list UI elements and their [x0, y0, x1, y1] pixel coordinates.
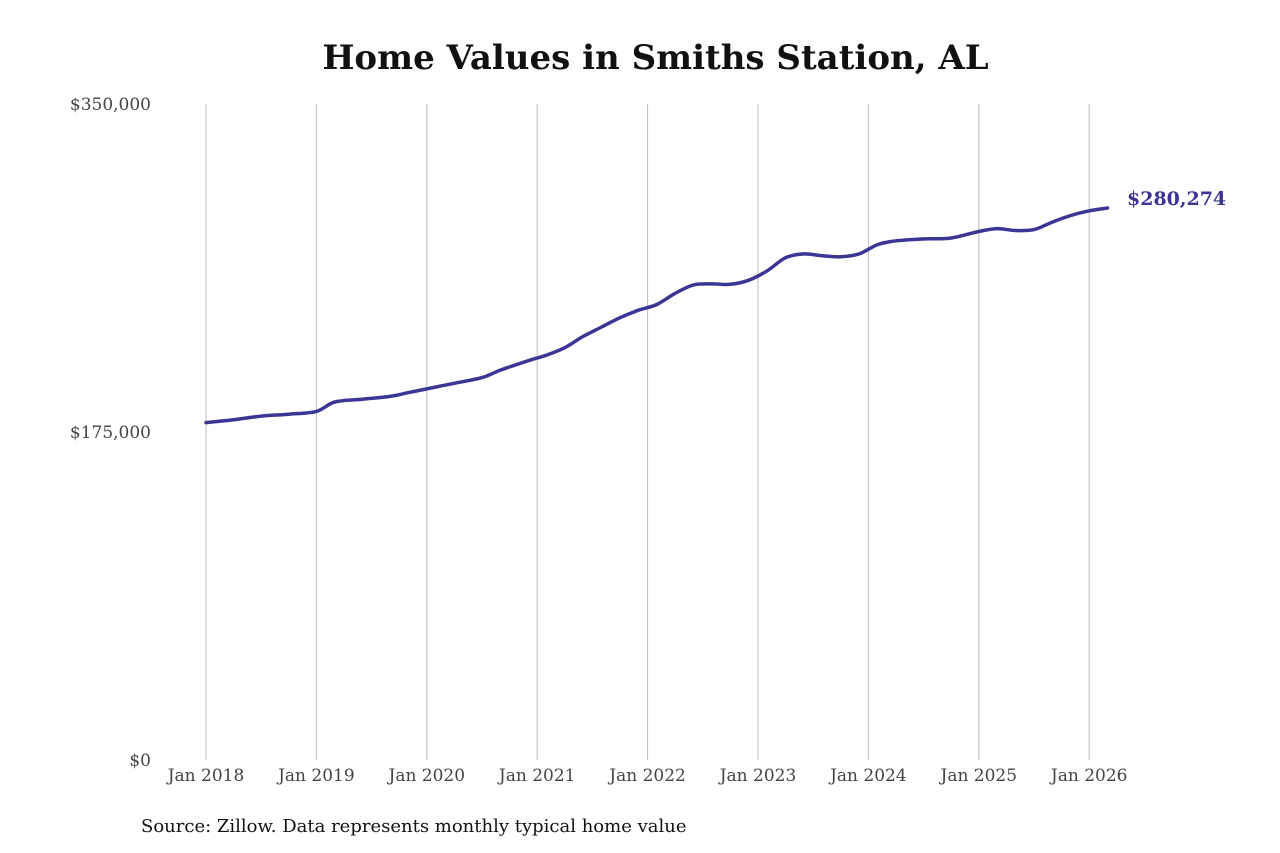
y-tick-label: $350,000 — [70, 95, 151, 115]
source-note: Source: Zillow. Data represents monthly … — [141, 816, 687, 837]
x-tick-label: Jan 2021 — [497, 766, 576, 786]
home-value-line — [204, 206, 1110, 425]
y-tick-label: $0 — [129, 751, 151, 771]
series-layer: $280,274 — [204, 188, 1226, 425]
gridlines — [205, 104, 1090, 760]
x-axis-ticks: Jan 2018 Jan 2019 Jan 2020 Jan 2021 Jan 2022… — [166, 766, 1128, 786]
x-tick-label: Jan 2023 — [718, 766, 797, 786]
chart-title: Home Values in Smiths Station, AL — [322, 38, 989, 78]
x-tick-label: Jan 2019 — [276, 766, 355, 786]
x-tick-label: Jan 2020 — [387, 766, 466, 786]
x-tick-label: Jan 2022 — [607, 766, 686, 786]
x-tick-label: Jan 2018 — [166, 766, 245, 786]
end-value-label: $280,274 — [1127, 188, 1226, 210]
y-tick-label: $175,000 — [70, 423, 151, 443]
y-axis-ticks: $0 $175,000 $350,000 — [70, 95, 151, 771]
x-tick-label: Jan 2025 — [939, 766, 1018, 786]
x-tick-label: Jan 2024 — [828, 766, 907, 786]
x-tick-label: Jan 2026 — [1049, 766, 1128, 786]
